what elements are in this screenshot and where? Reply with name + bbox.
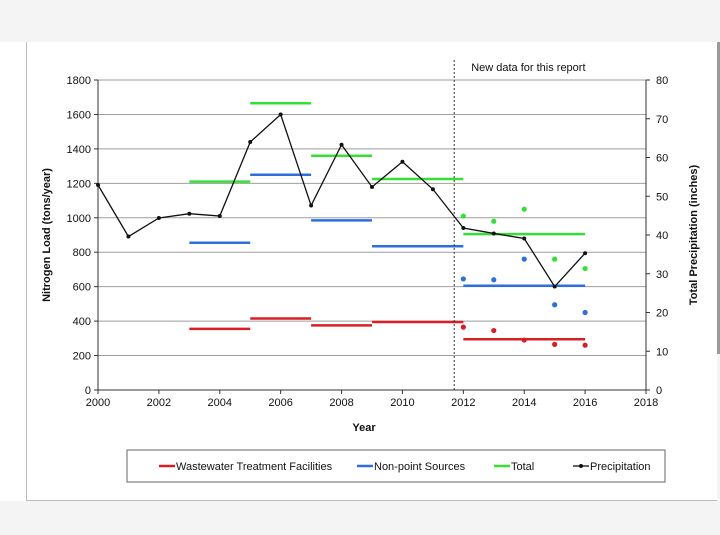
y2-tick-label: 30 [656, 269, 668, 281]
nitrogen-load-chart: 0 200 400 600 800 1000 1200 1400 1600 1800 0 10 20 30… [41, 60, 700, 483]
precipitation-point [491, 231, 496, 236]
x-axis-title: Year [352, 422, 376, 434]
total-point [582, 265, 588, 272]
precipitation-point [400, 159, 405, 164]
precipitation-point [583, 251, 588, 256]
y-tick-label: 1200 [67, 178, 91, 190]
y2-tick-label: 50 [656, 191, 668, 203]
new-data-annotation: New data for this report [471, 62, 585, 74]
y2-tick-label: 80 [656, 75, 668, 87]
x-tick-label: 2012 [451, 397, 475, 409]
y-axis-title: Nitrogen Load (tons/year) [41, 168, 53, 302]
legend-label-wastewater: Wastewater Treatment Facilities [176, 461, 333, 473]
nonpoint-point [521, 256, 527, 262]
precipitation-point [156, 215, 161, 220]
x-tick-label: 2002 [147, 397, 171, 409]
nonpoint-point [582, 309, 588, 316]
precipitation-point [370, 184, 374, 189]
x-tick-label: 2018 [634, 397, 658, 409]
wastewater-point [521, 337, 527, 343]
total-point [521, 206, 527, 212]
legend-label-precip: Precipitation [590, 461, 651, 473]
precipitation-point [248, 140, 253, 144]
y-tick-label: 200 [73, 351, 91, 363]
y-tick-label: 600 [73, 282, 91, 294]
scrollbar-thumb[interactable] [715, 42, 720, 354]
precipitation-point [339, 142, 344, 147]
y2-tick-label: 20 [656, 308, 668, 320]
precipitation-point [309, 203, 314, 208]
total-point [552, 256, 558, 262]
legend-label-nonpoint: Non-point Sources [374, 461, 466, 473]
nonpoint-point [552, 302, 558, 308]
legend-label-total: Total [511, 461, 534, 473]
x-tick-label: 2008 [329, 397, 353, 409]
wastewater-point [552, 341, 558, 347]
axes: 0 200 400 600 800 1000 1200 1400 1600 1800 0 10 20 30… [67, 75, 669, 409]
wastewater-point [491, 327, 497, 334]
precipitation-point [278, 112, 283, 117]
y-tick-label: 1400 [67, 144, 91, 156]
bottom-background-band [0, 501, 720, 535]
x-tick-label: 2010 [390, 397, 414, 409]
annotation: New data for this report [453, 60, 586, 390]
y2-tick-label: 0 [656, 385, 662, 397]
y2-tick-label: 10 [656, 346, 668, 358]
y-tick-label: 1600 [67, 109, 91, 121]
nonpoint-point [460, 276, 466, 282]
y-tick-label: 1800 [67, 75, 91, 87]
precipitation-point [126, 234, 131, 239]
x-tick-label: 2000 [86, 397, 110, 409]
legend-marker-precip [579, 464, 583, 468]
precipitation-line [97, 113, 586, 288]
precipitation-point [187, 211, 192, 216]
x-tick-label: 2004 [208, 397, 232, 409]
precipitation-point [430, 187, 435, 192]
y2-tick-label: 40 [656, 230, 668, 242]
x-tick-label: 2006 [268, 397, 292, 409]
x-tick-label: 2014 [512, 397, 536, 409]
y-tick-label: 1000 [67, 213, 91, 225]
y-tick-label: 800 [73, 247, 91, 259]
total-point [460, 213, 466, 219]
precipitation-point [96, 183, 100, 188]
precipitation-point [217, 214, 222, 219]
gridlines [98, 79, 646, 357]
series [96, 102, 588, 348]
precipitation-point [461, 226, 466, 231]
y-tick-label: 400 [73, 316, 91, 328]
nonpoint-point [491, 277, 497, 283]
legend: Wastewater Treatment Facilities Non-point… [126, 449, 666, 483]
y-tick-label: 0 [85, 385, 91, 397]
y2-tick-label: 60 [656, 153, 668, 165]
y2-tick-label: 70 [656, 114, 668, 126]
chart-frame: 0 200 400 600 800 1000 1200 1400 1600 1800 0 10 20 30… [26, 42, 717, 501]
precipitation-point [552, 284, 557, 289]
wastewater-point [582, 342, 588, 348]
precipitation-point [522, 236, 527, 241]
x-tick-label: 2016 [573, 397, 597, 409]
wastewater-point [460, 324, 466, 330]
top-background-band [0, 0, 720, 42]
y2-axis-title: Total Precipitation (inches) [688, 164, 700, 305]
total-point [491, 218, 497, 224]
